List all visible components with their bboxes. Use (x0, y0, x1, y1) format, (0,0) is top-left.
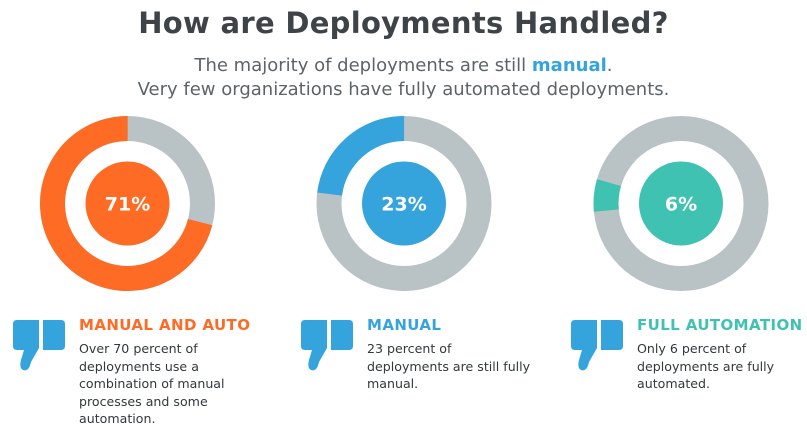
subtitle-line-2: Very few organizations have fully automa… (137, 79, 670, 100)
card-body: Only 6 percent of deployments are fully … (637, 341, 775, 391)
subtitle-period: . (606, 55, 613, 76)
ring-value-arc (316, 116, 492, 291)
donut-manual-and-auto: 71% (40, 116, 215, 291)
thumbs-down-icon (301, 320, 353, 371)
thumbs-down-icon (13, 320, 65, 371)
ring-value-arc (593, 115, 769, 291)
center-disc (85, 161, 170, 246)
subtitle-highlight: manual (531, 55, 607, 76)
donut-full-automation: 6% (593, 115, 769, 291)
card-heading: MANUAL AND AUTO (79, 316, 251, 334)
center-disc (362, 161, 446, 246)
card-heading: MANUAL (367, 316, 442, 334)
card-body: Over 70 percent of deployments use a com… (79, 341, 225, 426)
subtitle-text: The majority of deployments are still (194, 55, 532, 76)
percent-label: 71% (105, 194, 150, 216)
thumbs-down-shape (13, 320, 65, 371)
donut-manual: 23% (316, 116, 492, 291)
page-title: How are Deployments Handled? (138, 6, 669, 40)
ring-value-arc (40, 116, 215, 291)
percent-label: 23% (381, 194, 426, 216)
thumbs-down-icon (571, 320, 623, 371)
card-body: 23 percent of deployments are still full… (367, 341, 531, 391)
center-disc (639, 161, 723, 246)
subtitle-line-1: The majority of deployments are still ma… (0, 55, 807, 76)
card-heading: FULL AUTOMATION (637, 316, 803, 334)
thumbs-down-shape (301, 320, 353, 371)
thumbs-down-shape (571, 320, 623, 371)
percent-label: 6% (665, 194, 697, 216)
